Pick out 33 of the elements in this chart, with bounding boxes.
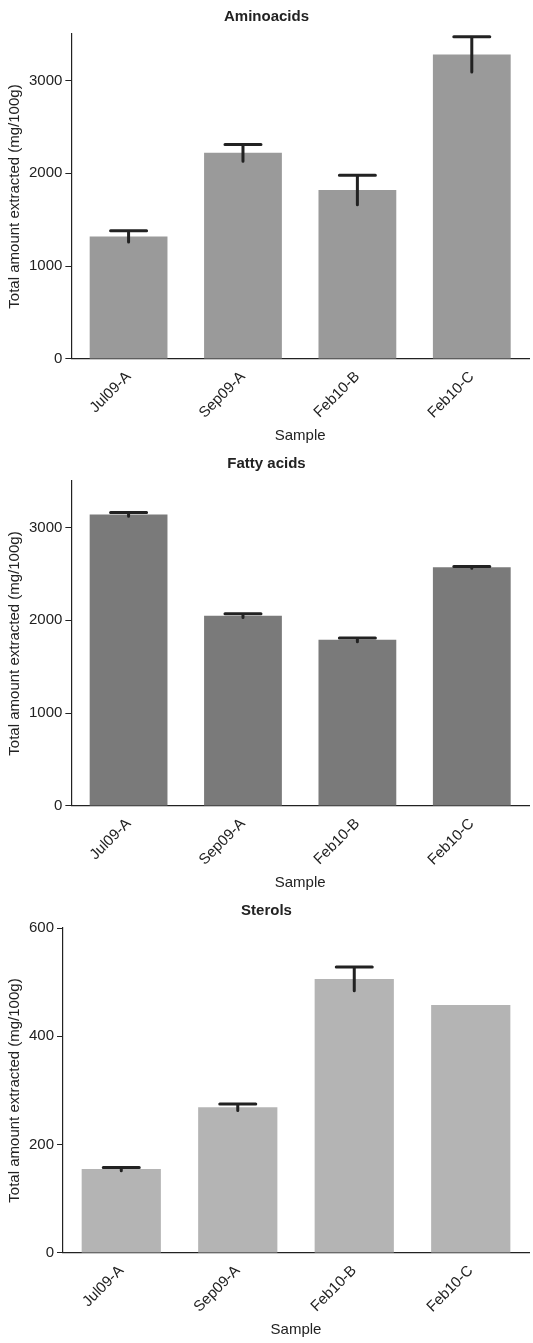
chart-title: Aminoacids — [223, 7, 310, 25]
bar — [432, 54, 511, 359]
x-axis-title: Sample — [270, 1320, 322, 1338]
bar — [204, 152, 282, 359]
bar — [432, 567, 511, 806]
y-tick-label: 2000 — [28, 610, 63, 628]
bar — [204, 615, 282, 806]
y-axis-title: Total amount extracted (mg/100g) — [5, 531, 23, 756]
bar — [318, 190, 397, 359]
y-tick-label: 400 — [29, 1026, 55, 1044]
bar — [81, 1169, 161, 1253]
x-axis-title: Sample — [274, 426, 326, 444]
bar — [431, 1004, 511, 1253]
bar — [89, 236, 168, 359]
y-axis-title: Total amount extracted (mg/100g) — [5, 84, 23, 309]
y-tick-label: 200 — [29, 1134, 55, 1152]
y-tick-label: 3000 — [28, 70, 63, 88]
y-tick-label: 0 — [45, 1243, 55, 1261]
y-tick-label: 600 — [29, 918, 55, 936]
y-tick-label: 2000 — [28, 163, 63, 181]
y-tick-label: 0 — [54, 349, 63, 367]
y-tick-label: 1000 — [28, 256, 63, 274]
y-tick-label: 1000 — [28, 703, 63, 721]
y-tick-label: 3000 — [28, 517, 63, 535]
bar — [89, 514, 168, 806]
chart-title: Sterols — [241, 901, 292, 919]
chart-title: Fatty acids — [227, 454, 306, 472]
bar — [314, 978, 394, 1253]
y-axis-title: Total amount extracted (mg/100g) — [5, 978, 23, 1203]
x-axis-title: Sample — [274, 873, 326, 891]
bar — [198, 1107, 278, 1253]
y-tick-label: 0 — [54, 796, 63, 814]
bar — [318, 639, 397, 806]
